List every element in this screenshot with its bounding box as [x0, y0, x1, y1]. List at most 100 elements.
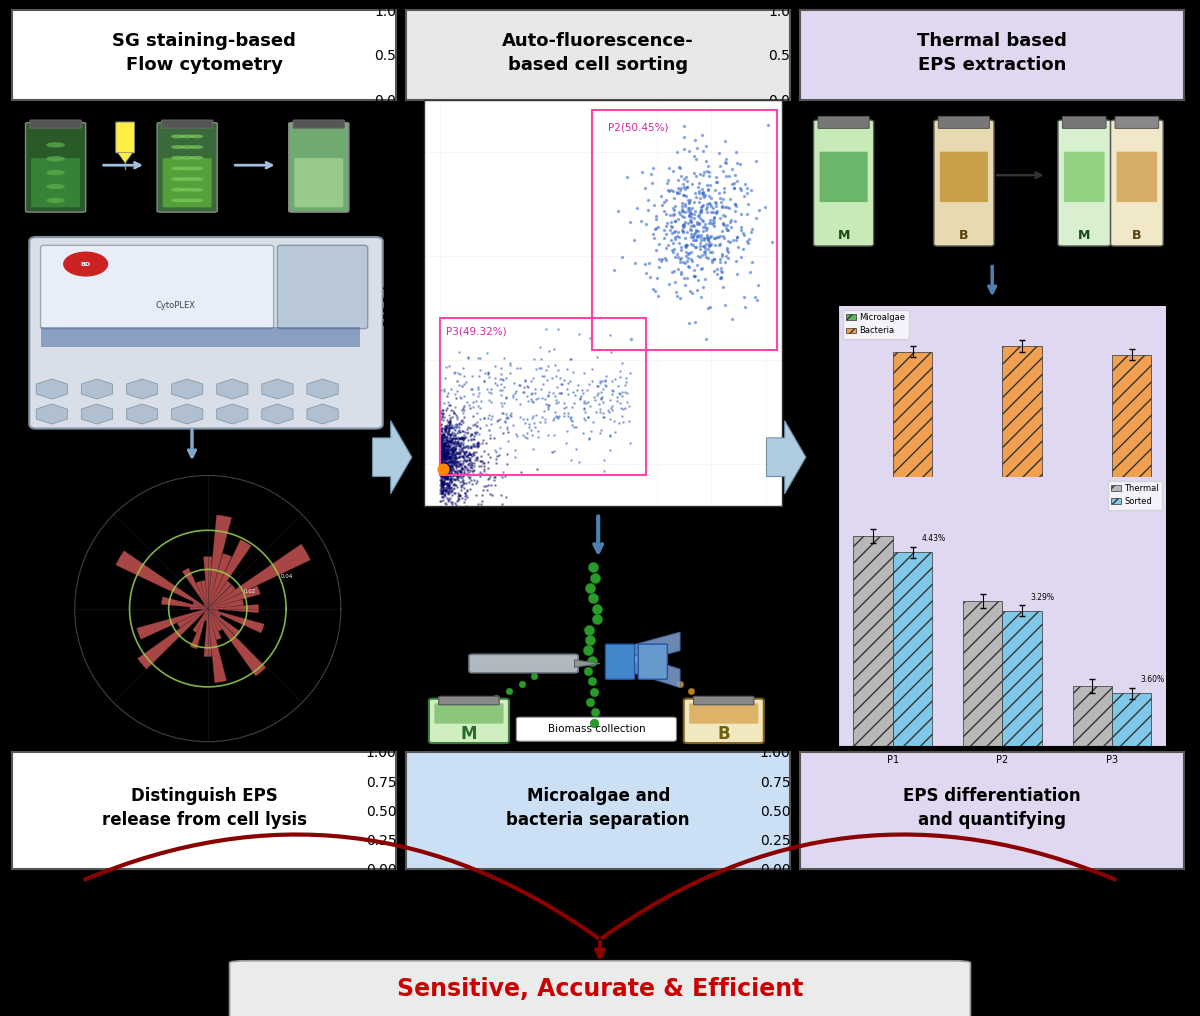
Point	[444, 427, 463, 443]
Point	[439, 432, 458, 448]
Point	[434, 454, 454, 470]
Point	[434, 436, 454, 452]
Point	[689, 179, 708, 195]
Point	[493, 496, 512, 512]
Point	[671, 180, 690, 196]
Point	[460, 399, 479, 416]
Text: B: B	[718, 724, 730, 743]
Point	[719, 168, 738, 184]
Point	[737, 234, 756, 250]
Point	[464, 428, 484, 444]
Point	[691, 232, 710, 248]
Point	[601, 327, 620, 343]
Point	[433, 405, 452, 422]
Point	[602, 382, 622, 398]
Point	[433, 437, 452, 453]
Point	[449, 441, 468, 457]
Point	[437, 432, 456, 448]
Point	[438, 460, 457, 477]
Point	[437, 481, 456, 497]
Point	[437, 457, 456, 473]
Point	[434, 408, 454, 425]
Point	[440, 448, 460, 464]
Point	[466, 424, 485, 440]
Point	[697, 195, 716, 211]
Point	[607, 389, 626, 405]
Text: Biomass collection: Biomass collection	[547, 724, 646, 735]
Point	[436, 444, 455, 460]
Point	[439, 462, 458, 479]
Point	[710, 158, 730, 175]
Point	[580, 632, 599, 648]
Point	[438, 433, 457, 449]
Point	[522, 422, 541, 438]
Point	[433, 459, 452, 475]
Point	[432, 443, 451, 459]
Point	[692, 247, 712, 263]
Point	[442, 454, 461, 470]
Point	[431, 466, 450, 483]
Point	[451, 502, 470, 518]
Point	[448, 468, 467, 485]
Point	[434, 480, 454, 496]
Point	[433, 428, 452, 444]
Point	[450, 446, 469, 462]
Point	[434, 448, 454, 464]
Point	[443, 471, 462, 488]
Point	[659, 182, 678, 198]
Point	[444, 454, 463, 470]
Point	[434, 482, 454, 498]
Point	[436, 461, 455, 478]
Point	[442, 433, 461, 449]
Point	[432, 443, 451, 459]
Point	[701, 237, 720, 253]
Bar	[893, 553, 932, 895]
Point	[436, 438, 455, 454]
Point	[434, 447, 454, 463]
Point	[470, 362, 490, 378]
Point	[455, 429, 474, 445]
Point	[432, 462, 451, 479]
Point	[522, 384, 541, 400]
Point	[445, 477, 464, 493]
Point	[448, 383, 467, 399]
Point	[497, 446, 516, 462]
Point	[433, 459, 452, 475]
Point	[719, 250, 738, 266]
Point	[442, 441, 461, 457]
Point	[436, 435, 455, 451]
Point	[481, 468, 500, 485]
Point	[438, 437, 457, 453]
Point	[738, 185, 757, 201]
Circle shape	[46, 170, 65, 176]
Point	[436, 495, 455, 511]
Point	[438, 485, 457, 501]
Point	[450, 443, 469, 459]
Point	[481, 410, 500, 427]
Point	[510, 396, 529, 412]
Point	[442, 494, 461, 510]
Point	[434, 433, 454, 449]
Point	[562, 452, 581, 468]
Point	[520, 416, 539, 432]
Point	[443, 461, 462, 478]
Point	[682, 205, 701, 221]
Point	[612, 399, 631, 416]
Point	[661, 218, 680, 235]
Point	[433, 465, 452, 482]
Point	[432, 457, 451, 473]
Point	[474, 460, 493, 477]
Point	[667, 185, 686, 201]
Point	[704, 214, 724, 231]
Point	[542, 370, 562, 386]
Point	[439, 443, 458, 459]
Circle shape	[180, 188, 194, 192]
Point	[692, 167, 712, 183]
Point	[694, 278, 713, 295]
Point	[653, 251, 672, 267]
Point	[444, 462, 463, 479]
Point	[440, 430, 460, 446]
Point	[690, 175, 709, 191]
Point	[431, 403, 450, 420]
Point	[438, 450, 457, 466]
